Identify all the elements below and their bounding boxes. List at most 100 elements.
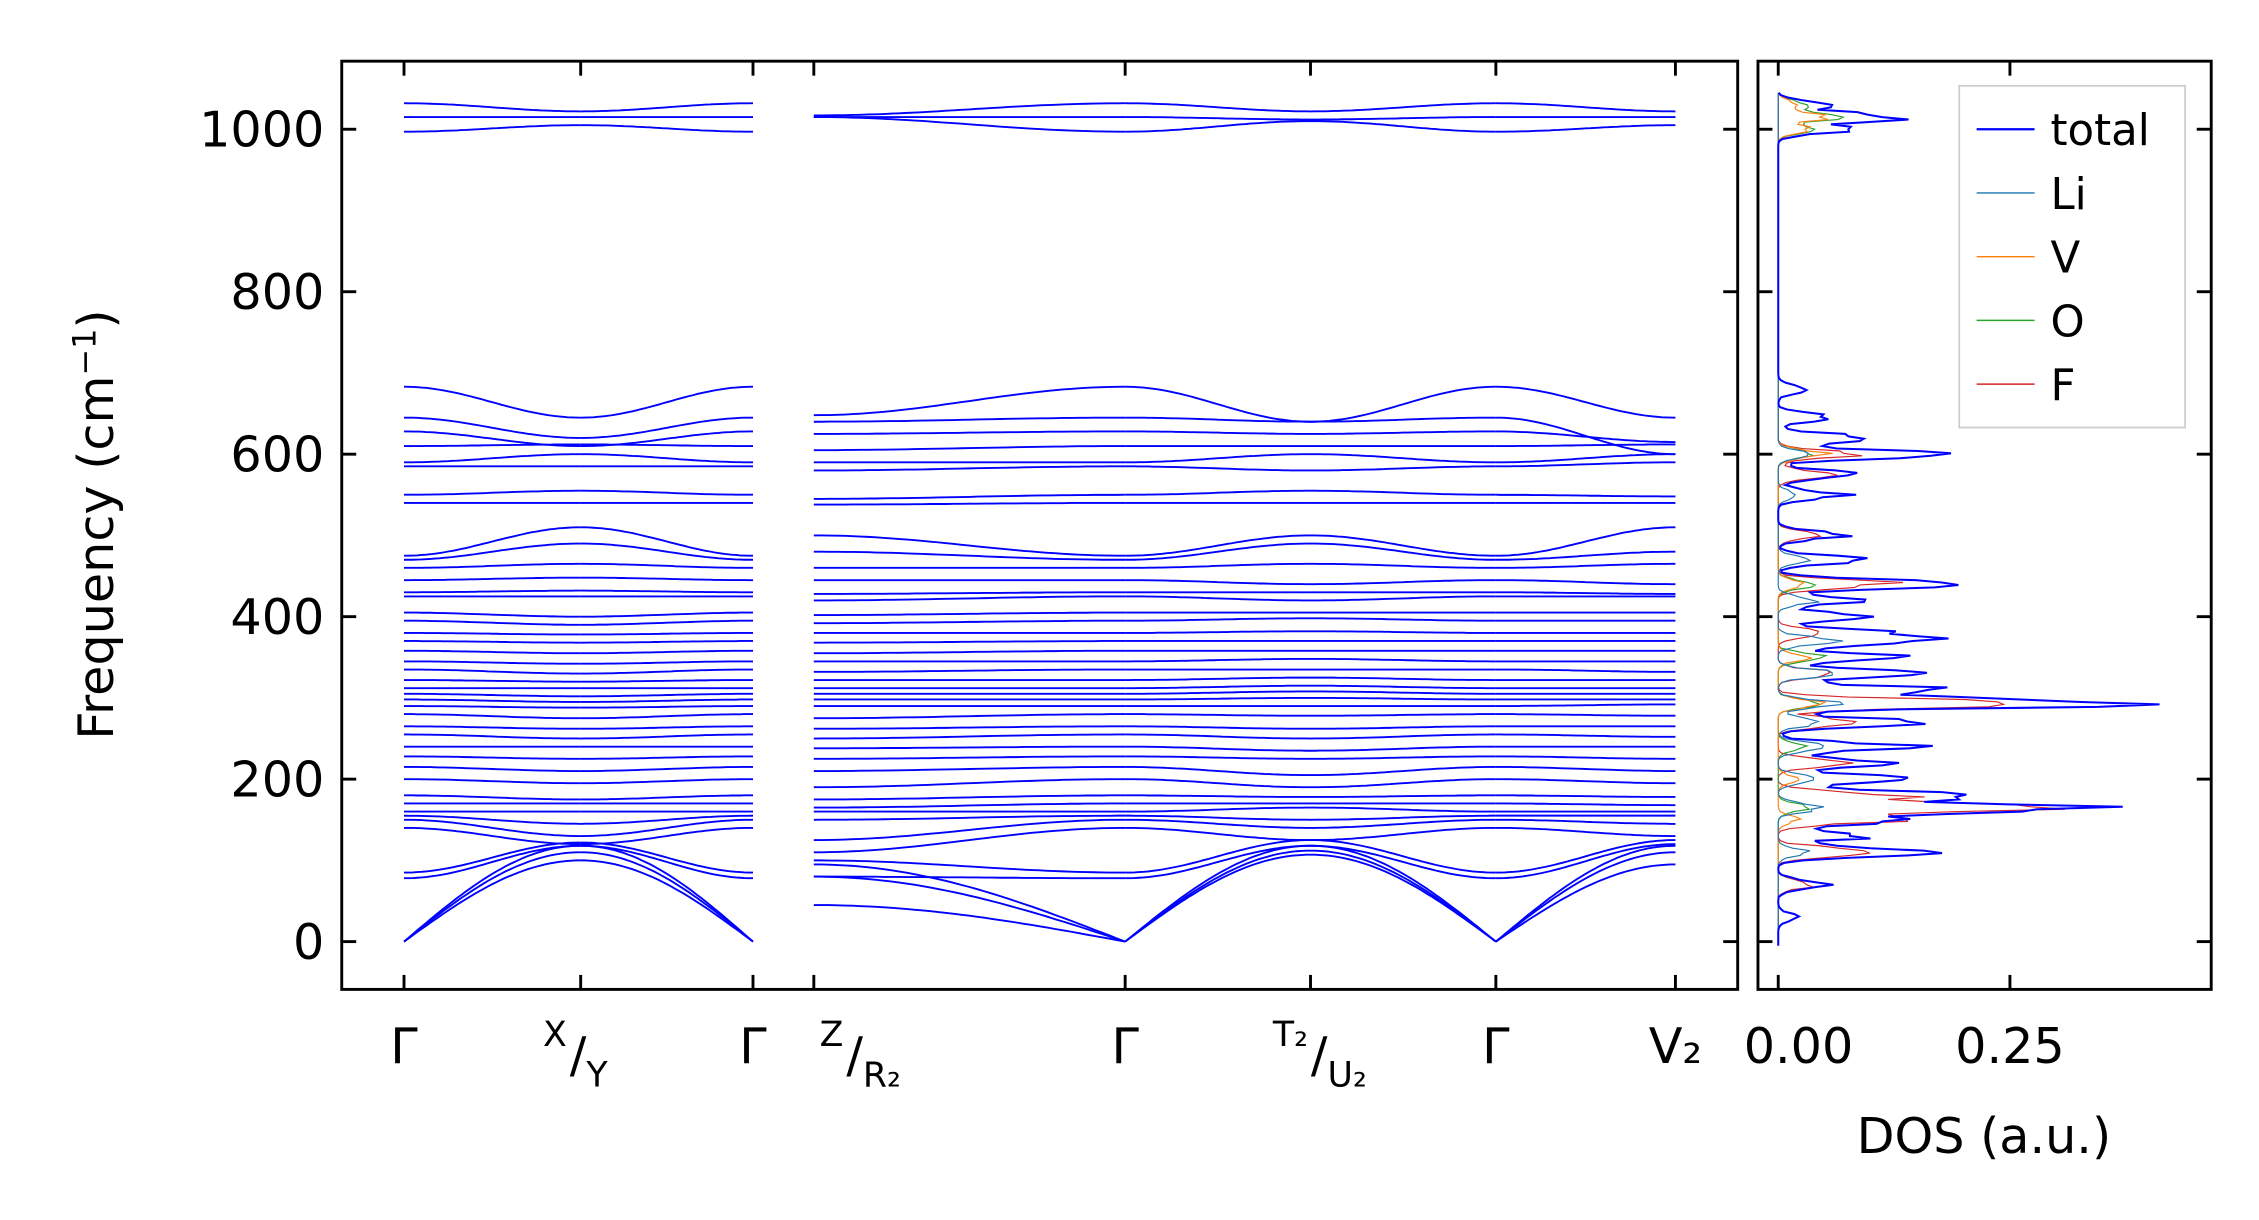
band-line: [1310, 465, 1496, 472]
band-axes-frame: [340, 59, 1740, 991]
band-line: [580, 640, 753, 644]
band-line: [1310, 416, 1496, 423]
band-line: [404, 692, 581, 698]
band-line: [813, 534, 1126, 557]
band-line: [813, 875, 1126, 943]
band-line: [404, 576, 581, 582]
band-line: [404, 542, 581, 561]
band-line: [404, 755, 581, 760]
band-line: [580, 841, 753, 874]
band-line: [813, 640, 1126, 644]
band-line: [580, 794, 753, 801]
band-line: [1125, 713, 1311, 717]
band-line: [580, 778, 753, 785]
band-structure-panel: 0 200 400 600 800 1000 Γ X/Y Γ Z/R₂ Γ T₂/U₂ Γ V₂ Fre…: [66, 59, 1740, 1096]
band-line: [580, 755, 753, 760]
band-line: [1125, 814, 1311, 821]
band-line: [404, 416, 581, 439]
band-line: [580, 859, 754, 943]
band-line: [404, 713, 581, 720]
band-line: [404, 453, 581, 464]
band-line: [813, 385, 1126, 417]
k-point-label: Z/R₂: [820, 1015, 901, 1096]
band-line: [1310, 453, 1496, 464]
band-line: [404, 679, 581, 683]
band-line: [813, 102, 1126, 117]
band-line: [1125, 725, 1311, 730]
band-line: [580, 542, 753, 561]
dos-x-tick-label: 0.00: [1744, 1017, 1854, 1075]
band-line: [1310, 102, 1496, 113]
legend-label: O: [2050, 297, 2084, 347]
y-tick-label: 200: [230, 751, 324, 809]
band-line: [580, 526, 753, 557]
band-line: [813, 445, 1126, 452]
band-line: [813, 755, 1126, 760]
band-line: [1495, 102, 1676, 113]
band-line: [1125, 690, 1311, 695]
band-line: [404, 526, 581, 557]
band-line: [813, 668, 1126, 673]
band-line: [1495, 550, 1676, 561]
band-line: [1124, 849, 1311, 943]
band-line: [580, 713, 753, 720]
band-line: [404, 124, 581, 133]
band-line: [580, 826, 753, 846]
y-axis-title: Frequency (cm−1): [66, 309, 125, 739]
band-line: [1125, 755, 1311, 760]
band-line: [404, 660, 581, 665]
band-line: [1310, 844, 1497, 943]
band-line: [580, 562, 753, 569]
band-line: [580, 611, 753, 618]
band-line: [404, 589, 581, 594]
band-line: [1495, 668, 1676, 673]
band-line: [1124, 844, 1311, 943]
band-line: [403, 385, 581, 419]
band-line: [1310, 818, 1496, 829]
dos-line-li: [1777, 92, 1845, 946]
band-line: [1495, 579, 1676, 586]
band-line: [1125, 534, 1311, 557]
band-line: [1310, 658, 1496, 663]
band-line: [1495, 493, 1676, 498]
band-line: [580, 818, 753, 837]
band-line: [813, 713, 1126, 720]
dos-lines: [1777, 92, 2160, 946]
band-line: [813, 733, 1126, 740]
band-line: [1125, 453, 1311, 464]
band-line: [1310, 745, 1496, 752]
band-line: [813, 619, 1126, 625]
band-line: [1495, 385, 1676, 419]
band-line: [1310, 595, 1496, 602]
band-line: [580, 649, 753, 655]
band-line: [1125, 778, 1311, 789]
dos-panel: 0.00 0.25 DOS (a.u.) total Li VOF: [1744, 59, 2213, 1165]
band-line: [580, 725, 753, 730]
band-line: [1125, 617, 1311, 622]
band-line: [1125, 430, 1311, 435]
band-line: [813, 818, 1126, 842]
dos-x-tick-label: 0.25: [1955, 1017, 2065, 1075]
band-line: [1310, 534, 1496, 557]
band-line: [1125, 116, 1311, 121]
band-line: [813, 595, 1126, 602]
band-line: [1125, 766, 1311, 777]
band-line: [1495, 755, 1676, 760]
band-line: [1310, 696, 1496, 701]
k-point-label: Γ: [390, 1017, 418, 1075]
band-line: [1310, 617, 1496, 622]
band-line: [580, 576, 753, 582]
band-line: [1125, 120, 1311, 133]
band-line: [580, 733, 753, 740]
band-line: [404, 778, 581, 785]
y-tick-label: 600: [230, 426, 324, 484]
band-line: [580, 102, 754, 113]
band-line: [404, 841, 581, 874]
band-line: [580, 692, 753, 698]
band-line: [1495, 851, 1676, 943]
band-line: [580, 619, 753, 626]
band-line: [1125, 839, 1311, 874]
band-line: [1495, 844, 1676, 943]
dos-ticks: 0.00 0.25: [1744, 61, 2212, 1075]
band-line: [404, 844, 581, 880]
